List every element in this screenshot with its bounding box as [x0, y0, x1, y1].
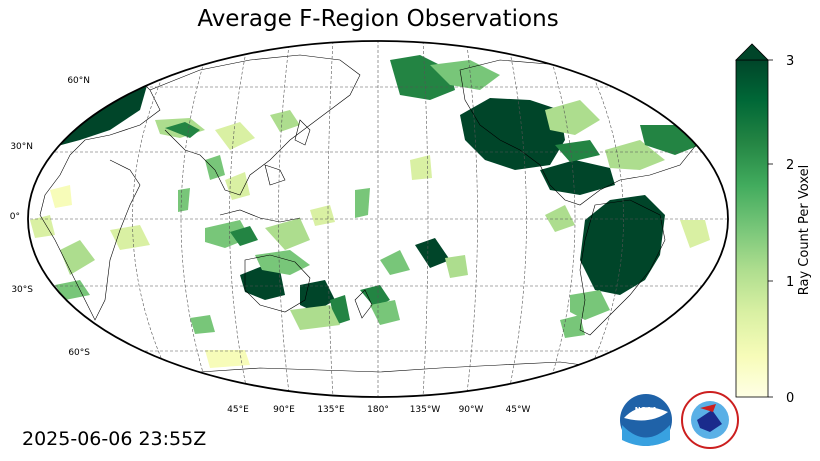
- colorbar-tick-3: 3: [786, 54, 794, 69]
- lon-label-90e: 90°E: [273, 405, 295, 415]
- longitude-labels: 45°E 90°E 135°E 180° 135°W 90°W 45°W: [227, 405, 530, 415]
- lon-label-45e: 45°E: [227, 405, 249, 415]
- map-area: [28, 41, 728, 397]
- lat-label-60s: 60°S: [68, 348, 90, 358]
- colorbar-label: Ray Count Per Voxel: [797, 165, 812, 295]
- colorbar: 0 1 2 3 Ray Count Per Voxel: [735, 43, 812, 406]
- colorbar-gradient: [735, 59, 769, 398]
- map-title: Average F-Region Observations: [197, 6, 559, 32]
- lon-label-180: 180°: [367, 405, 389, 415]
- observation-density-layer: [30, 52, 710, 368]
- map-boundary: [27, 40, 729, 398]
- lat-label-30s: 30°S: [11, 285, 33, 295]
- latitude-labels: 60°N 30°N 0° 30°S 60°S: [10, 76, 91, 358]
- timestamp: 2025-06-06 23:55Z: [22, 428, 207, 450]
- colorbar-tick-2: 2: [786, 158, 794, 173]
- lat-label-60n: 60°N: [67, 76, 90, 86]
- lon-label-135w: 135°W: [410, 405, 441, 415]
- lon-label-90w: 90°W: [459, 405, 484, 415]
- noaa-logo: NOAA: [620, 394, 672, 446]
- nws-logo: [681, 391, 739, 449]
- colorbar-tick-0: 0: [786, 391, 794, 406]
- noaa-logo-text: NOAA: [635, 406, 658, 414]
- lat-label-0: 0°: [10, 212, 20, 222]
- lon-label-45w: 45°W: [506, 405, 531, 415]
- lat-label-30n: 30°N: [10, 142, 33, 152]
- lon-label-135e: 135°E: [317, 405, 345, 415]
- colorbar-tick-1: 1: [786, 275, 794, 290]
- colorbar-extend-arrow: [735, 43, 769, 61]
